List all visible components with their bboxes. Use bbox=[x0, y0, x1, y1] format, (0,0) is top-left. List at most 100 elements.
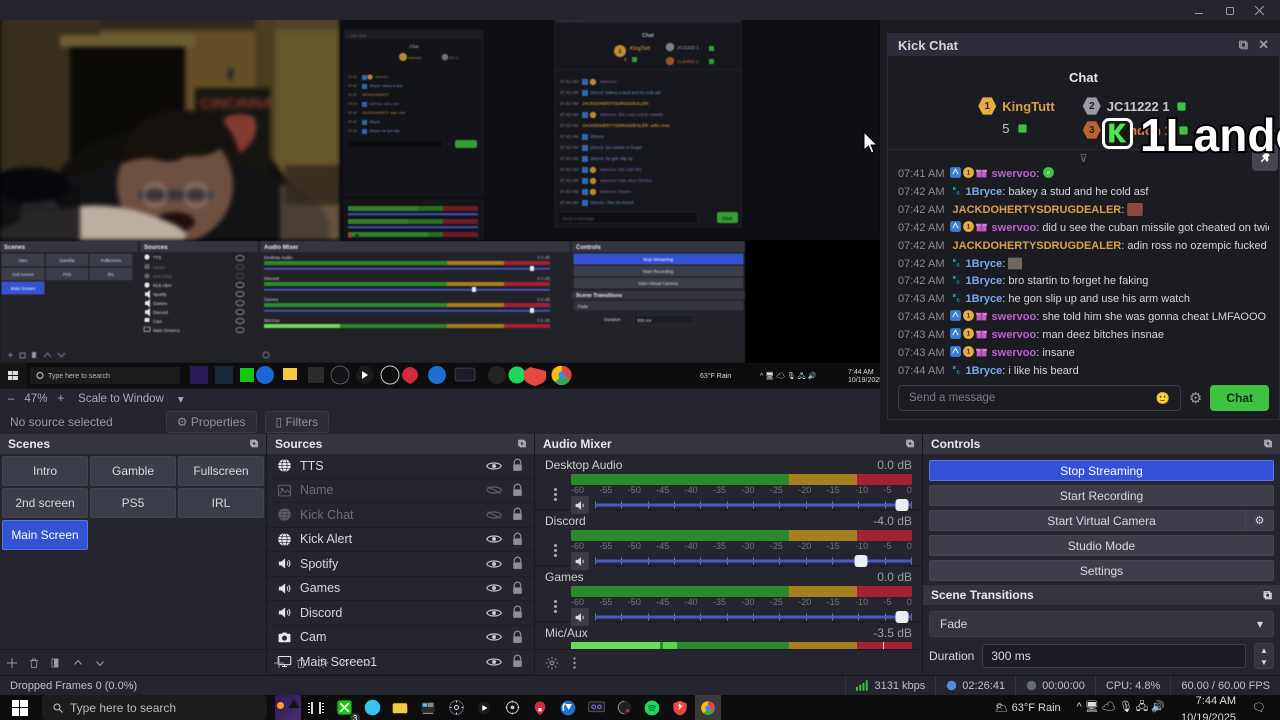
svg-text:C: C bbox=[957, 190, 960, 195]
svg-text:07:42 AM: 07:42 AM bbox=[560, 112, 579, 117]
svg-text:1Bryce: bakey a stud and he co: 1Bryce: bakey a stud and he cold asf bbox=[590, 90, 661, 95]
svg-text:Kick Alert: Kick Alert bbox=[153, 283, 172, 288]
svg-text:CINCINNA: CINCINNA bbox=[200, 95, 273, 112]
svg-text:Chat: Chat bbox=[409, 44, 419, 49]
svg-text:TTS: TTS bbox=[153, 255, 161, 260]
svg-text:07:42 AM: 07:42 AM bbox=[560, 145, 579, 150]
svg-text:swervoo: insane: swervoo: insane bbox=[600, 189, 632, 194]
svg-text:1Bryce: he gon slip: 1Bryce: he gon slip bbox=[369, 129, 400, 133]
svg-text:JACKDOHERTYSDRUGDEALER:: JACKDOHERTYSDRUGDEALER: bbox=[582, 101, 650, 106]
svg-text:07:43 AM: 07:43 AM bbox=[560, 167, 579, 172]
svg-text:^ 🖥 ☁ 🎙 🖧 🔊: ^ 🖥 ☁ 🎙 🖧 🔊 bbox=[760, 371, 816, 380]
svg-text:PS5: PS5 bbox=[63, 272, 72, 277]
svg-text:Stop Streaming: Stop Streaming bbox=[643, 257, 674, 262]
svg-text:07:43 AM: 07:43 AM bbox=[560, 189, 579, 194]
svg-text:C: C bbox=[957, 298, 960, 303]
svg-text:Controls: Controls bbox=[576, 245, 601, 251]
svg-text:Discord: Discord bbox=[153, 310, 168, 315]
svg-text:B: B bbox=[953, 186, 956, 191]
svg-text:JC11222 1: JC11222 1 bbox=[677, 45, 699, 50]
svg-text:1Bryce: he gon slip up: 1Bryce: he gon slip up bbox=[590, 156, 633, 161]
svg-text:07:42: 07:42 bbox=[348, 84, 357, 88]
svg-text:Games: Games bbox=[264, 297, 279, 302]
svg-text:5: 5 bbox=[624, 57, 627, 62]
svg-text:e: e bbox=[1047, 171, 1050, 177]
svg-text:07:43: 07:43 bbox=[348, 129, 357, 133]
svg-text:07:43 AM: 07:43 AM bbox=[560, 156, 579, 161]
svg-text:B: B bbox=[953, 293, 956, 298]
svg-text:07:41 AM: 07:41 AM bbox=[560, 79, 579, 84]
svg-text:Send a message: Send a message bbox=[562, 216, 595, 221]
svg-text:07:42 AM: 07:42 AM bbox=[560, 101, 579, 106]
svg-text:swervoo: man deez bitches: swervoo: man deez bitches bbox=[600, 178, 652, 183]
svg-text:07:42: 07:42 bbox=[348, 93, 357, 97]
svg-text:300 ms: 300 ms bbox=[637, 318, 652, 323]
svg-text:JC1 1: JC1 1 bbox=[449, 56, 458, 60]
svg-text:63°F Rain: 63°F Rain bbox=[700, 372, 731, 380]
svg-text:-3.5 dB: -3.5 dB bbox=[536, 318, 550, 323]
svg-text:KingTutt: KingTutt bbox=[630, 46, 651, 52]
svg-text:07:41: 07:41 bbox=[348, 75, 357, 79]
svg-text:IRL: IRL bbox=[108, 272, 115, 277]
svg-text:Scene Transitions: Scene Transitions bbox=[576, 293, 622, 299]
svg-text:swervoo: did u see: swervoo: did u see bbox=[369, 102, 399, 106]
svg-text:Mic/Aux: Mic/Aux bbox=[264, 318, 280, 323]
svg-text:Cam: Cam bbox=[153, 319, 163, 324]
svg-text:1Bryce: i like his beard: 1Bryce: i like his beard bbox=[590, 200, 634, 205]
svg-text:C: C bbox=[957, 280, 960, 285]
svg-text:Chat: Chat bbox=[722, 216, 733, 221]
svg-text:Type here to search: Type here to search bbox=[48, 373, 110, 380]
svg-text:1Bryce:: 1Bryce: bbox=[590, 134, 605, 139]
svg-text:Sources: Sources bbox=[144, 245, 168, 251]
svg-text:07:42 AM: 07:42 AM bbox=[560, 123, 579, 128]
svg-text:07:42 AM: 07:42 AM bbox=[560, 134, 579, 139]
svg-text:B: B bbox=[953, 365, 956, 370]
svg-text:07:42: 07:42 bbox=[348, 102, 357, 106]
svg-text:7:44 AM: 7:44 AM bbox=[848, 369, 874, 376]
svg-text:JACKDOHERTY: adin ross: JACKDOHERTY: adin ross bbox=[362, 111, 405, 115]
svg-text:swervoo: swervoo bbox=[375, 75, 388, 79]
svg-text:Spotify: Spotify bbox=[153, 292, 167, 297]
svg-text:Gamble: Gamble bbox=[59, 258, 75, 263]
svg-text:1Landon 1: 1Landon 1 bbox=[677, 59, 699, 64]
svg-text:0.0 dB: 0.0 dB bbox=[537, 297, 550, 302]
svg-text:swervoo: she told him: swervoo: she told him bbox=[600, 167, 642, 172]
svg-text:1Bryce: 1Bryce bbox=[369, 120, 380, 124]
svg-text:2nd screen: 2nd screen bbox=[12, 272, 34, 277]
svg-text:07:42: 07:42 bbox=[348, 120, 357, 124]
svg-text:swervoo: did u see cuban missi: swervoo: did u see cuban missile bbox=[600, 112, 664, 117]
svg-text:Fade: Fade bbox=[578, 304, 589, 309]
svg-text:swervoo:: swervoo: bbox=[600, 79, 617, 84]
svg-text:Fullscreen: Fullscreen bbox=[101, 258, 122, 263]
svg-text:Start Virtual Camera: Start Virtual Camera bbox=[638, 281, 678, 286]
svg-text:Intro: Intro bbox=[19, 258, 28, 263]
svg-text:Live view: Live view bbox=[350, 33, 367, 38]
svg-text:JACKDOHERTY:: JACKDOHERTY: bbox=[362, 93, 390, 97]
svg-text:B: B bbox=[953, 257, 956, 262]
svg-text:0.0 dB: 0.0 dB bbox=[537, 255, 550, 260]
svg-text:Audio Mixer: Audio Mixer bbox=[264, 245, 299, 251]
svg-text:Name: Name bbox=[153, 265, 165, 270]
svg-text:C: C bbox=[957, 262, 960, 267]
svg-text:Discord: Discord bbox=[264, 276, 279, 281]
svg-text:07:42: 07:42 bbox=[348, 111, 357, 115]
svg-text:07:44 AM: 07:44 AM bbox=[560, 200, 579, 205]
svg-text:Games: Games bbox=[153, 301, 168, 306]
svg-text:1Bryce: bro startin to forget: 1Bryce: bro startin to forget bbox=[590, 145, 643, 150]
svg-text:1: 1 bbox=[618, 49, 621, 55]
svg-text:Duration: Duration bbox=[604, 317, 621, 322]
svg-text:Scenes: Scenes bbox=[4, 245, 26, 251]
svg-text:C: C bbox=[957, 369, 960, 374]
svg-text:10/19/2025: 10/19/2025 bbox=[848, 377, 880, 384]
svg-text:JACKDOHERTYSDRUGDEALER: adin r: JACKDOHERTYSDRUGDEALER: adin ross bbox=[582, 123, 670, 128]
svg-text:1Bryce: bakey a stud: 1Bryce: bakey a stud bbox=[369, 84, 403, 88]
svg-text:Main Screen: Main Screen bbox=[11, 286, 36, 291]
svg-text:07:43 AM: 07:43 AM bbox=[560, 178, 579, 183]
svg-text:Chat: Chat bbox=[642, 33, 654, 39]
svg-text:Main Screen1: Main Screen1 bbox=[153, 328, 181, 333]
svg-text:-4.0 dB: -4.0 dB bbox=[536, 276, 550, 281]
svg-text:Desktop Audio: Desktop Audio bbox=[264, 255, 293, 260]
svg-text:B: B bbox=[953, 275, 956, 280]
svg-text:07:42 AM: 07:42 AM bbox=[560, 90, 579, 95]
svg-text:Kick Chat: Kick Chat bbox=[153, 274, 173, 279]
